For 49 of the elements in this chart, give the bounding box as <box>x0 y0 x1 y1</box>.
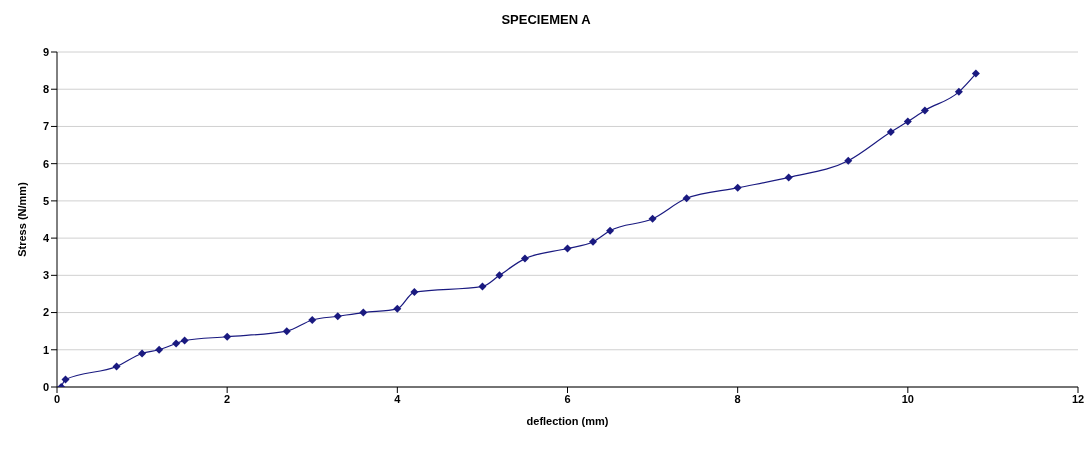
x-tick-label: 2 <box>224 392 231 405</box>
y-tick-label: 6 <box>42 157 49 170</box>
x-tick-label: 6 <box>564 392 571 405</box>
point <box>682 194 691 203</box>
point <box>282 327 291 336</box>
point <box>138 349 147 358</box>
y-tick-label: 3 <box>42 269 49 282</box>
point <box>223 332 232 341</box>
x-tick-label: 4 <box>394 392 402 405</box>
point <box>971 69 980 78</box>
point <box>648 214 657 223</box>
point <box>112 362 121 371</box>
point <box>920 106 929 115</box>
y-axis-title: Stress (N/mm) <box>15 181 28 257</box>
y-tick-label: 1 <box>42 343 49 356</box>
point <box>784 173 793 182</box>
point <box>478 282 487 291</box>
x-tick-label: 10 <box>901 392 914 405</box>
point <box>61 375 70 384</box>
x-axis-title: deflection (mm) <box>526 415 609 427</box>
x-tick-label: 0 <box>53 392 61 405</box>
y-tick-label: 9 <box>42 45 49 58</box>
point <box>393 304 402 313</box>
point <box>308 316 317 324</box>
point <box>954 87 963 96</box>
point <box>733 183 742 192</box>
y-tick-label: 8 <box>42 83 49 96</box>
point <box>563 244 572 253</box>
point <box>844 156 853 165</box>
point <box>333 312 342 321</box>
x-tick-label: 8 <box>734 392 741 405</box>
point <box>155 345 164 354</box>
point <box>495 271 504 280</box>
point <box>520 254 529 263</box>
y-tick-label: 5 <box>42 194 49 207</box>
point <box>886 128 895 137</box>
x-tick-label: 12 <box>1071 392 1085 405</box>
point <box>172 339 181 348</box>
point <box>410 288 419 297</box>
chart-title: SPECIEMEN A <box>500 12 592 27</box>
point <box>180 336 189 345</box>
point <box>359 308 368 317</box>
point <box>903 117 912 126</box>
y-tick-label: 7 <box>42 120 49 133</box>
point <box>606 226 615 235</box>
y-tick-label: 0 <box>42 380 49 393</box>
y-tick-label: 4 <box>42 232 50 245</box>
point <box>589 237 598 246</box>
y-tick-label: 2 <box>42 306 49 319</box>
